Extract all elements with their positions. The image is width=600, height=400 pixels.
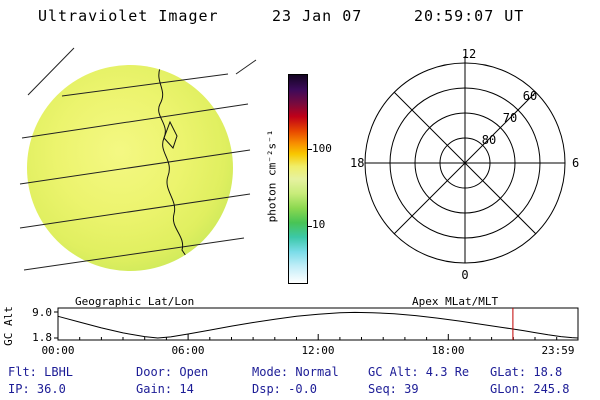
status-gc-alt: GC Alt: 4.3 Re [368, 365, 470, 379]
gc-alt-curve [57, 311, 579, 339]
strip-x-tick-1200: 12:00 [301, 344, 334, 357]
colorbar-tick-label-10: 10 [312, 218, 326, 231]
status-mode: Mode: Normal [252, 365, 339, 379]
colorbar-tickmark-100 [307, 149, 312, 150]
colorbar-gradient [288, 74, 308, 284]
earth-uv-image [19, 47, 257, 271]
coastline-overlay [158, 67, 191, 263]
geographic-grid-lines [19, 47, 257, 271]
app-title: Ultraviolet Imager [38, 7, 219, 25]
colorbar-unit-label: photon cm⁻²s⁻¹ [265, 129, 279, 223]
status-gain: Gain: 14 [136, 382, 194, 396]
strip-caption-right: Apex MLat/MLT [412, 296, 498, 308]
polar-mlat-label-70: 70 [503, 111, 517, 125]
strip-y-tick-9: 9.0 [32, 306, 52, 319]
strip-x-tick-0600: 06:00 [171, 344, 204, 357]
polar-hour-label-0: 0 [461, 268, 468, 282]
status-glon: GLon: 245.8 [490, 382, 570, 396]
status-ip: IP: 36.0 [8, 382, 66, 396]
polar-hour-label-12: 12 [462, 47, 476, 61]
status-flt: Flt: LBHL [8, 365, 74, 379]
observation-date: 23 Jan 07 [272, 7, 363, 25]
colorbar-tickmark-10 [307, 226, 312, 227]
status-glat: GLat: 18.8 [490, 365, 563, 379]
strip-x-tick-1800: 18:00 [431, 344, 464, 357]
colorbar-tick-label-100: 100 [312, 142, 332, 155]
status-door: Door: Open [136, 365, 209, 379]
strip-x-tick-2359: 23:59 [541, 344, 574, 357]
strip-y-tick-1-8: 1.8 [32, 331, 52, 344]
strip-y-tickmarks [54, 311, 58, 339]
polar-mlat-label-60: 60 [523, 89, 537, 103]
status-dsp: Dsp: -0.0 [252, 382, 318, 396]
gc-alt-strip-chart: Geographic Lat/Lon Apex MLat/MLT GC Alt … [2, 296, 579, 357]
status-seq: Seq: 39 [368, 382, 419, 396]
strip-caption-left: Geographic Lat/Lon [75, 296, 194, 308]
polar-mlat-label-80: 80 [482, 133, 496, 147]
observation-time: 20:59:07 UT [414, 7, 525, 25]
strip-y-axis-label: GC Alt [2, 306, 15, 346]
strip-x-tick-0000: 00:00 [41, 344, 74, 357]
polar-mlat-mlt-plot: 12 18 6 0 60 70 80 [350, 47, 579, 282]
polar-spokes [365, 56, 565, 263]
polar-hour-label-6: 6 [572, 156, 579, 170]
polar-hour-label-18: 18 [350, 156, 364, 170]
